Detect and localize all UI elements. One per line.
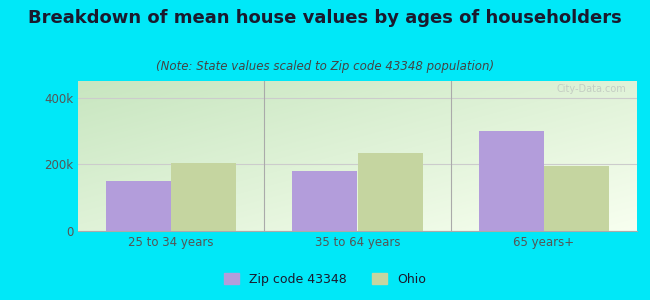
- Bar: [478, 131, 544, 231]
- Text: (Note: State values scaled to Zip code 43348 population): (Note: State values scaled to Zip code 4…: [156, 60, 494, 73]
- Text: City-Data.com: City-Data.com: [556, 84, 626, 94]
- Bar: [358, 153, 423, 231]
- Bar: [544, 166, 609, 231]
- Bar: [292, 171, 358, 231]
- Legend: Zip code 43348, Ohio: Zip code 43348, Ohio: [219, 268, 431, 291]
- Text: Breakdown of mean house values by ages of householders: Breakdown of mean house values by ages o…: [28, 9, 622, 27]
- Bar: [171, 163, 237, 231]
- Bar: [106, 181, 171, 231]
